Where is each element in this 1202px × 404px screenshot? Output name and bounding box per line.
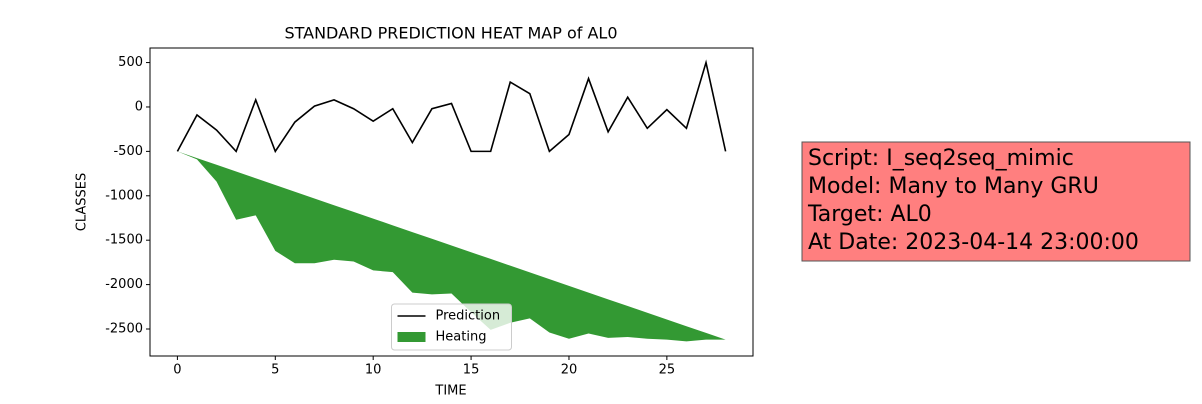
legend-swatch: [397, 332, 426, 342]
annotation-line: Script: I_seq2seq_mimic: [808, 146, 1074, 171]
y-tick-label: -500: [113, 144, 143, 159]
y-tick-label: -2000: [105, 277, 143, 292]
y-axis-label: CLASSES: [75, 173, 90, 231]
x-tick-label: 5: [271, 363, 279, 378]
chart-title: STANDARD PREDICTION HEAT MAP of AL0: [284, 24, 617, 43]
plot-frame: [149, 47, 754, 357]
y-tick-label: -1000: [105, 188, 143, 203]
x-tick-label: 0: [173, 363, 181, 378]
y-tick-label: 500: [118, 55, 143, 70]
x-tick-label: 20: [561, 363, 578, 378]
annotation-line: At Date: 2023-04-14 23:00:00: [808, 230, 1139, 255]
legend-label: Heating: [436, 330, 487, 345]
x-tick-label: 15: [463, 363, 480, 378]
y-tick-label: -1500: [105, 233, 143, 248]
x-tick-label: 10: [365, 363, 382, 378]
y-tick-label: 0: [135, 99, 143, 114]
annotation-line: Target: AL0: [807, 202, 932, 227]
y-tick-label: -2500: [105, 322, 143, 337]
heating-area: [177, 151, 726, 342]
x-tick-label: 25: [659, 363, 676, 378]
prediction-line: [176, 59, 727, 154]
x-axis-label: TIME: [434, 384, 466, 399]
annotation-box: [801, 141, 1191, 262]
annotation-line: Model: Many to Many GRU: [808, 174, 1099, 199]
legend-label: Prediction: [436, 309, 501, 324]
